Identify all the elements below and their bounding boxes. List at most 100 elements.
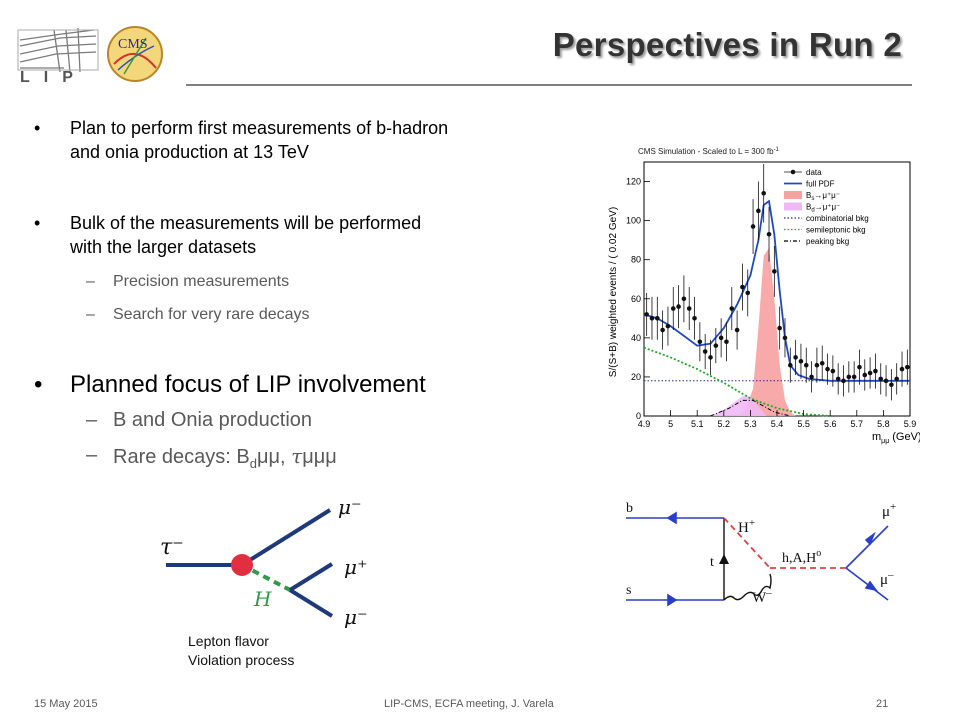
data-point [686,306,692,311]
rare-part3: μμμ [302,446,337,468]
data-point [809,374,814,380]
neutral-higgs-label: h,A,Ho [782,548,821,566]
higgs-label: H [253,587,272,611]
sub-dash: – [86,444,98,466]
x-tick-label: 5.9 [904,419,917,429]
legend-label: Bs→μ⁺μ⁻ [806,191,840,202]
sub-bullet-text: B and Onia production [113,409,313,431]
data-point [718,335,724,341]
w-boson-line [723,573,772,601]
data-point [889,382,894,388]
data-point [676,304,681,309]
data-point [857,364,862,370]
mu-plus-sup: + [890,501,896,513]
x-tick-label: 5.7 [851,419,864,429]
footer-center: LIP-CMS, ECFA meeting, J. Varela [384,698,554,710]
data-point [665,323,671,329]
x-axis-label-m: m [872,431,881,443]
cms-logo: CMS [106,24,164,84]
y-axis-label: S/(S+B) weighted events / ( 0.02 GeV) [608,207,619,377]
mu-plus-text: μ [882,504,890,520]
bullet-1-line-2: and onia production at 13 TeV [70,142,309,162]
rare-decays-text: Rare decays: Bdμμ, τμμμ [113,444,337,471]
bsmumu-feynman-diagram: b s t H+ W– h,A,Ho μ+ μ– [626,501,896,607]
neutral-text: h,A,H [782,551,816,566]
x-axis-label: mμμ (GeV) [872,431,920,445]
data-point [830,368,836,374]
rare-subscript: d [249,456,257,471]
chart-layer: 4.9 5 5.1 5.2 5.3 5.4 5.5 5.6 5.7 5.8 5.9 0 20 40 60 80… [626,163,917,429]
hplus-label: H+ [738,517,755,536]
s-label: s [626,583,631,598]
data-point [819,360,825,366]
data-point [862,372,868,378]
hplus-propagator [723,517,771,569]
b-arrow [666,511,677,525]
muon-bot-line [288,588,334,618]
data-point [756,208,761,214]
legend-label-sub: s [811,196,814,202]
lfv-caption: Lepton flavor Violation process [188,632,294,670]
bullet-1-line-1: Plan to perform first measurements of b-… [70,118,449,138]
slide-title: Perspectives in Run 2 [552,26,902,63]
data-point [782,335,788,341]
lfv-caption-line-1: Lepton flavor [188,633,269,649]
s-arrow [667,593,678,607]
bullet-2-line-1: Bulk of the measurements will be perform… [70,213,422,233]
data-point [803,362,809,368]
chart-header-sup: -1 [774,147,780,153]
bullet-3-line-1: Planned focus of LIP involvement [70,371,426,398]
data-point [851,374,857,380]
y-tick-label: 40 [631,333,641,343]
lfv-caption-line-2: Violation process [188,652,295,668]
lip-logo: LIP [14,24,100,86]
data-point [697,339,703,345]
legend-label: peaking bkg [806,237,849,246]
data-point [777,325,782,331]
mu-plus-label: μ+ [882,501,896,520]
mu-plus-arrow [864,531,876,546]
data-point [644,312,649,317]
data-point [772,269,777,274]
data-point [681,296,687,302]
x-tick-label: 5 [668,419,673,429]
x-tick-label: 5.2 [718,419,731,429]
muon-top-line [240,508,332,567]
data-point [825,366,830,372]
hplus-text: H [738,520,749,536]
mu-minus-arrow [864,580,878,592]
lfv-vertex [231,554,253,576]
muon-mid-line [288,562,334,592]
wminus-text: W [752,590,767,606]
data-point [740,284,745,290]
data-point [745,290,751,296]
mu-minus-sup: – [887,569,894,581]
x-tick-label: 5.6 [824,419,837,429]
data-point [766,231,772,237]
tau-symbol: τ [291,444,303,468]
sub-bullet-text: Precision measurements [113,273,290,290]
legend-swatch [790,169,796,175]
mu-top-label: μ⁻ [338,495,362,519]
lfv-feynman-diagram: τ⁻ μ⁻ μ⁺ μ⁻ H [160,495,368,629]
legend-swatch [784,202,802,211]
semileptonic-bkg-line [643,346,831,417]
data-point [798,358,804,364]
x-axis-label-sub: μμ [881,438,889,445]
data-point [729,306,735,311]
x-tick-label: 5.3 [744,419,757,429]
legend-label: data [806,168,822,177]
mu-bot-label: μ⁻ [344,605,368,629]
data-point [649,316,655,321]
footer-page-number: 21 [876,698,889,710]
legend-label-tail: →μ⁺μ⁻ [815,203,841,212]
data-point [734,327,740,333]
y-tick-label: 100 [626,216,641,226]
bullet-dot: • [34,371,43,398]
wminus-label: W– [752,587,772,606]
sub-bullet-text: Search for very rare decays [113,306,310,323]
bd-signal-area [710,396,767,416]
y-tick-label: 80 [631,255,641,265]
legend-label-tail: →μ⁺μ⁻ [814,191,840,200]
y-tick-label: 60 [631,294,641,304]
